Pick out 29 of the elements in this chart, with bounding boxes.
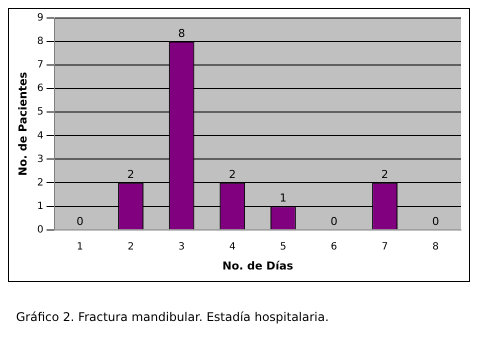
y-tick-label: 1	[37, 200, 44, 212]
x-tick-label: 4	[229, 241, 236, 252]
x-tick-label: 8	[432, 241, 439, 252]
data-label: 0	[76, 215, 84, 228]
data-label: 8	[178, 26, 186, 40]
y-tick-label: 3	[37, 154, 44, 165]
x-axis-title: No. de Días	[222, 259, 294, 272]
y-tick-label: 6	[37, 83, 44, 94]
data-label: 1	[280, 192, 287, 205]
y-tick-label: 5	[37, 106, 44, 118]
y-tick-label: 2	[37, 177, 44, 188]
x-tick-label: 1	[76, 241, 84, 252]
y-tick-label: 4	[37, 130, 44, 142]
x-tick-label: 2	[128, 241, 134, 252]
x-tick-label: 3	[178, 241, 185, 252]
y-tick-label: 0	[37, 224, 44, 236]
data-label: 2	[127, 168, 134, 182]
y-axis-title: No. de Pacientes	[16, 71, 30, 176]
data-label: 0	[432, 215, 440, 228]
y-tick-label: 7	[37, 60, 44, 71]
x-tick-label: 6	[330, 241, 338, 252]
y-tick-label: 9	[37, 12, 44, 24]
data-label: 0	[330, 215, 338, 228]
y-tick-label: 8	[37, 36, 44, 48]
x-tick-label: 5	[280, 241, 286, 252]
x-tick-label: 7	[382, 241, 388, 252]
text: Gráfico 2. Fractura mandibular. Estadía hospitalaria.	[16, 310, 330, 324]
data-label: 2	[381, 168, 388, 182]
data-label: 2	[228, 168, 236, 182]
